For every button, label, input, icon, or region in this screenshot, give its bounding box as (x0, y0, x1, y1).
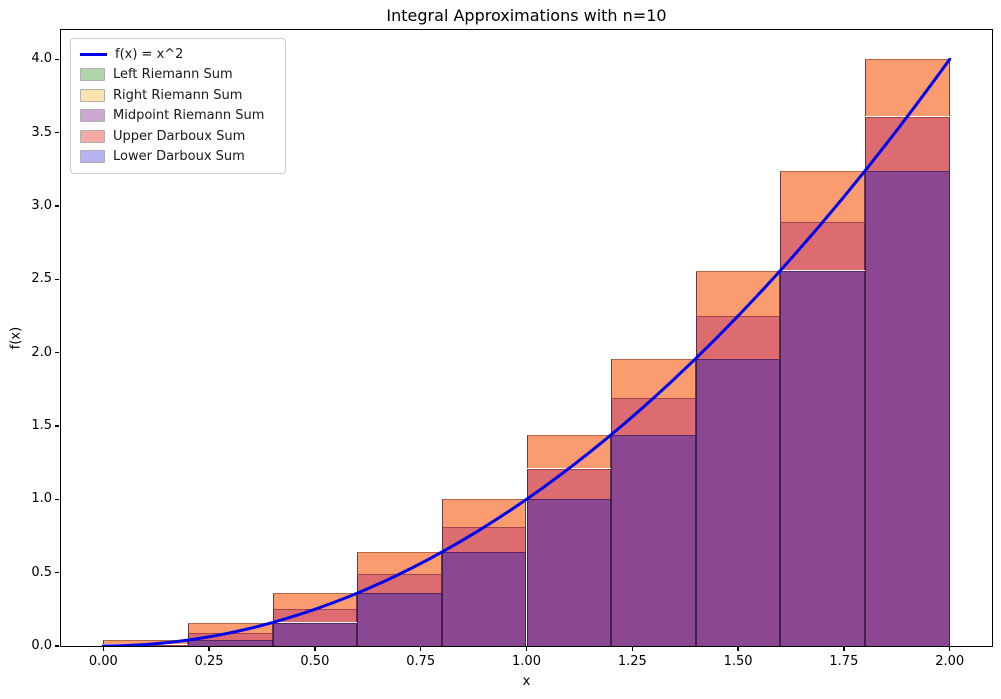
x-tick-label: 0.50 (300, 654, 330, 669)
bar-segment-top-overlap (780, 170, 865, 223)
x-tick-label: 1.00 (512, 654, 541, 669)
x-tick-label: 0.00 (88, 654, 118, 669)
bar-segment-top-overlap (272, 593, 358, 610)
legend-patch-swatch (80, 88, 105, 102)
legend-line-swatch (80, 52, 107, 56)
bar-segment-all-overlap (526, 499, 612, 646)
x-tick-mark (843, 647, 845, 651)
x-tick-mark (420, 647, 422, 651)
bar-segment-mid-overlap (526, 468, 612, 500)
legend-label: Midpoint Riemann Sum (113, 108, 265, 124)
legend-item: Lower Darboux Sum (80, 147, 276, 168)
plot-area: f(x) = x^2 Left Riemann Sum Right Riemann … (60, 29, 993, 647)
bar-segment-all-overlap (695, 358, 781, 646)
y-tick-label: 2.0 (31, 344, 52, 360)
bar-segment-top-overlap (695, 270, 781, 316)
bar-segment-mid-overlap (780, 222, 865, 271)
bar-segment-top-overlap (526, 434, 612, 469)
y-tick-mark (55, 205, 59, 207)
x-tick-mark (631, 647, 633, 651)
bar-segment-top-overlap (611, 358, 696, 399)
legend-label: f(x) = x^2 (115, 46, 184, 62)
bar-segment-all-overlap (188, 640, 273, 646)
y-tick-mark (55, 352, 59, 354)
legend-label: Right Riemann Sum (113, 87, 243, 103)
x-tick-mark (208, 647, 210, 651)
bar-segment-top-overlap (357, 552, 442, 575)
y-axis-label: f(x) (8, 326, 24, 350)
legend-item: Left Riemann Sum (80, 65, 276, 86)
x-axis-label: x (522, 674, 531, 689)
bar-segment-all-overlap (611, 434, 696, 646)
y-tick-label: 1.5 (31, 418, 52, 433)
legend-item: Right Riemann Sum (80, 85, 276, 106)
x-tick-mark (525, 647, 528, 651)
bar-segment-all-overlap (357, 593, 442, 646)
bar-segment-mid-overlap (441, 527, 527, 553)
y-tick-label: 2.5 (31, 271, 52, 287)
x-tick-label: 1.25 (617, 654, 647, 669)
bar-segment-top-overlap (103, 640, 188, 645)
legend-patch-swatch (80, 68, 105, 82)
bar-segment-top-overlap (441, 499, 527, 528)
legend-item: f(x) = x^2 (80, 44, 276, 65)
bar-segment-mid-overlap (272, 609, 358, 623)
legend-label: Left Riemann Sum (113, 67, 233, 83)
bar-segment-top-overlap (188, 622, 273, 633)
x-tick-mark (314, 647, 316, 651)
y-tick-mark (55, 58, 59, 60)
y-tick-label: 4.0 (31, 51, 52, 67)
bar-segment-top-overlap (865, 59, 950, 117)
y-tick-mark (55, 645, 59, 647)
y-tick-label: 0.0 (31, 638, 52, 653)
bar-segment-mid-overlap (695, 316, 781, 359)
y-tick-label: 3.5 (31, 124, 52, 140)
chart-title: Integral Approximations with n=10 (386, 6, 667, 25)
y-tick-mark (55, 132, 59, 134)
legend: f(x) = x^2 Left Riemann Sum Right Riemann … (70, 38, 286, 174)
bar-segment-mid-overlap (103, 644, 188, 646)
y-tick-label: 3.0 (31, 198, 52, 213)
bar-segment-all-overlap (865, 170, 950, 646)
x-tick-label: 2.00 (935, 654, 965, 669)
bar-segment-all-overlap (780, 270, 865, 646)
y-tick-label: 1.0 (31, 491, 52, 507)
bar-segment-mid-overlap (188, 632, 273, 641)
x-tick-label: 1.75 (829, 654, 859, 669)
y-tick-label: 0.5 (31, 564, 52, 580)
legend-label: Upper Darboux Sum (113, 128, 246, 144)
legend-patch-swatch (80, 129, 105, 143)
y-tick-mark (55, 572, 59, 574)
y-tick-mark (55, 425, 59, 427)
bar-segment-mid-overlap (357, 574, 442, 594)
bar-segment-all-overlap (441, 552, 527, 646)
y-tick-mark (55, 498, 59, 500)
x-tick-mark (102, 647, 104, 651)
x-tick-label: 0.25 (194, 654, 224, 669)
bar-segment-all-overlap (272, 622, 358, 646)
legend-patch-swatch (80, 109, 105, 123)
legend-item: Upper Darboux Sum (80, 126, 276, 147)
x-tick-mark (737, 647, 739, 651)
x-tick-label: 0.75 (406, 654, 436, 669)
legend-label: Lower Darboux Sum (113, 149, 245, 165)
bar-segment-mid-overlap (865, 116, 950, 171)
y-tick-mark (55, 278, 59, 280)
x-tick-label: 1.50 (723, 654, 753, 669)
x-tick-mark (949, 647, 951, 651)
legend-item: Midpoint Riemann Sum (80, 106, 276, 127)
bar-segment-mid-overlap (611, 398, 696, 435)
legend-patch-swatch (80, 150, 105, 164)
